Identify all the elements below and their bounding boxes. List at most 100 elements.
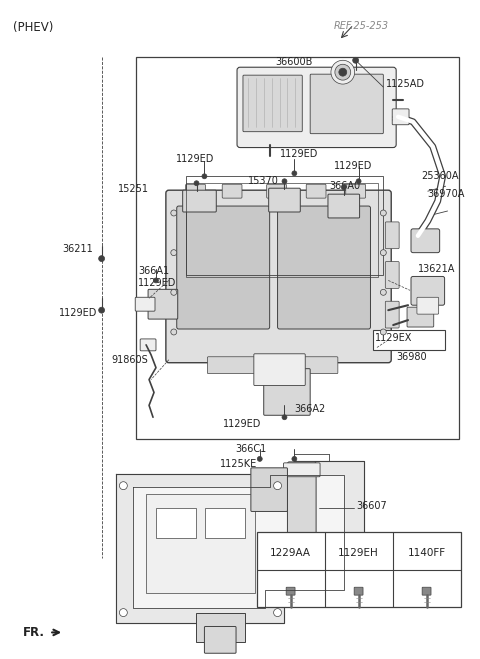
Bar (146, 494, 255, 592)
Text: 366C1: 366C1 (235, 444, 266, 454)
FancyBboxPatch shape (135, 297, 155, 311)
FancyBboxPatch shape (251, 468, 288, 511)
Text: 1129EH: 1129EH (338, 548, 379, 558)
FancyBboxPatch shape (411, 229, 440, 252)
Circle shape (331, 60, 355, 84)
Circle shape (380, 289, 386, 295)
Circle shape (380, 210, 386, 216)
FancyBboxPatch shape (284, 463, 320, 476)
Circle shape (335, 65, 351, 80)
FancyBboxPatch shape (385, 222, 399, 248)
FancyBboxPatch shape (186, 185, 205, 198)
FancyBboxPatch shape (269, 188, 300, 212)
Circle shape (120, 609, 127, 617)
Text: 366A2: 366A2 (294, 405, 325, 415)
Bar (205, 509, 245, 538)
Circle shape (154, 278, 158, 283)
Text: 36211: 36211 (62, 244, 93, 254)
Bar (373, 330, 444, 350)
FancyBboxPatch shape (277, 206, 371, 329)
FancyBboxPatch shape (328, 194, 360, 218)
FancyBboxPatch shape (204, 627, 236, 653)
FancyBboxPatch shape (177, 206, 270, 329)
FancyBboxPatch shape (306, 185, 326, 198)
FancyBboxPatch shape (411, 277, 444, 305)
FancyBboxPatch shape (264, 368, 310, 415)
Circle shape (99, 307, 105, 313)
Text: 1229AA: 1229AA (270, 548, 311, 558)
FancyBboxPatch shape (207, 357, 269, 374)
Text: REF.25-253: REF.25-253 (334, 20, 389, 30)
Text: 1125AD: 1125AD (386, 79, 425, 89)
FancyBboxPatch shape (140, 339, 156, 351)
Circle shape (282, 415, 287, 420)
Text: 15251: 15251 (118, 185, 149, 194)
Text: 1129ED: 1129ED (334, 161, 372, 171)
FancyBboxPatch shape (148, 289, 178, 319)
FancyBboxPatch shape (286, 587, 295, 595)
Circle shape (202, 174, 207, 179)
Circle shape (171, 250, 177, 256)
Circle shape (171, 210, 177, 216)
Circle shape (339, 69, 347, 76)
Bar (195, 613, 245, 643)
Circle shape (171, 289, 177, 295)
FancyBboxPatch shape (267, 185, 287, 198)
Text: 366A1: 366A1 (138, 266, 169, 275)
Text: 1129ED: 1129ED (138, 278, 177, 289)
Text: 1129ED: 1129ED (279, 150, 318, 159)
Circle shape (380, 329, 386, 335)
Text: 1129ED: 1129ED (59, 308, 97, 318)
Text: 36600B: 36600B (276, 57, 313, 67)
FancyBboxPatch shape (385, 262, 399, 289)
FancyBboxPatch shape (407, 307, 434, 327)
Circle shape (356, 179, 361, 184)
Text: 1129ED: 1129ED (176, 154, 214, 165)
Text: 366A0: 366A0 (329, 181, 360, 191)
FancyBboxPatch shape (222, 185, 242, 198)
Text: 13621A: 13621A (418, 264, 456, 273)
Circle shape (380, 250, 386, 256)
Text: 36980: 36980 (396, 352, 427, 362)
Text: 36607: 36607 (357, 501, 387, 511)
Bar (156, 509, 195, 538)
FancyBboxPatch shape (183, 190, 216, 212)
Text: FR.: FR. (23, 626, 45, 639)
Circle shape (274, 609, 281, 617)
FancyBboxPatch shape (288, 462, 316, 550)
Text: 1140FF: 1140FF (408, 548, 445, 558)
Bar (136, 57, 459, 439)
FancyBboxPatch shape (422, 587, 431, 595)
FancyBboxPatch shape (254, 354, 305, 386)
FancyBboxPatch shape (243, 75, 302, 132)
FancyBboxPatch shape (392, 109, 409, 125)
Circle shape (257, 457, 262, 461)
Circle shape (274, 482, 281, 490)
Text: 36970A: 36970A (428, 189, 465, 199)
Circle shape (292, 457, 297, 461)
FancyBboxPatch shape (385, 301, 399, 328)
Circle shape (99, 256, 105, 262)
FancyBboxPatch shape (354, 587, 363, 595)
Circle shape (171, 329, 177, 335)
Circle shape (353, 57, 359, 63)
Bar (186, 177, 384, 275)
FancyBboxPatch shape (310, 74, 384, 134)
Circle shape (292, 171, 297, 176)
FancyBboxPatch shape (287, 357, 338, 374)
Circle shape (341, 185, 346, 190)
Circle shape (120, 482, 127, 490)
FancyBboxPatch shape (237, 67, 396, 148)
Polygon shape (117, 461, 363, 623)
FancyBboxPatch shape (166, 190, 391, 362)
Text: 1125KE: 1125KE (220, 459, 257, 469)
Text: 25360A: 25360A (421, 171, 458, 181)
Polygon shape (133, 474, 344, 608)
Text: (PHEV): (PHEV) (12, 20, 53, 34)
Text: 1129EX: 1129EX (375, 333, 413, 343)
Text: 91860S: 91860S (111, 355, 148, 364)
Text: 15370: 15370 (248, 176, 279, 186)
FancyBboxPatch shape (417, 297, 439, 314)
Bar (186, 183, 378, 277)
FancyBboxPatch shape (346, 185, 366, 198)
